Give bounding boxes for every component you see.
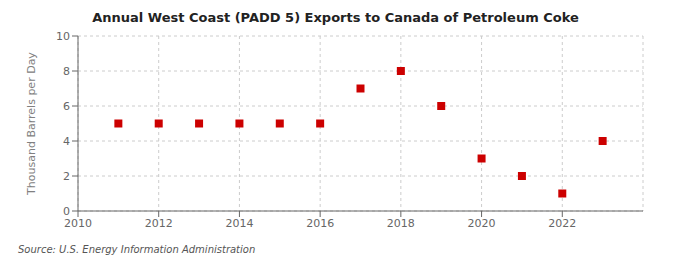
svg-text:2022: 2022	[548, 217, 576, 230]
svg-text:2020: 2020	[468, 217, 496, 230]
svg-text:8: 8	[63, 65, 70, 78]
svg-text:2: 2	[63, 170, 70, 183]
svg-text:Thousand Barrels per Day: Thousand Barrels per Day	[25, 52, 38, 196]
svg-text:2018: 2018	[387, 217, 415, 230]
svg-text:10: 10	[56, 30, 70, 43]
svg-text:2016: 2016	[306, 217, 334, 230]
svg-text:2012: 2012	[145, 217, 173, 230]
svg-text:2010: 2010	[64, 217, 92, 230]
svg-text:2014: 2014	[225, 217, 253, 230]
svg-text:0: 0	[63, 205, 70, 218]
svg-text:6: 6	[63, 100, 70, 113]
html-text:Source: U.S. Energy Informatio: Source: U.S. Energy Information Administ…	[18, 244, 256, 255]
html-text:Annual West Coast (PADD 5) Exp: Annual West Coast (PADD 5) Exports to Ca…	[92, 10, 579, 25]
svg-text:4: 4	[63, 135, 70, 148]
